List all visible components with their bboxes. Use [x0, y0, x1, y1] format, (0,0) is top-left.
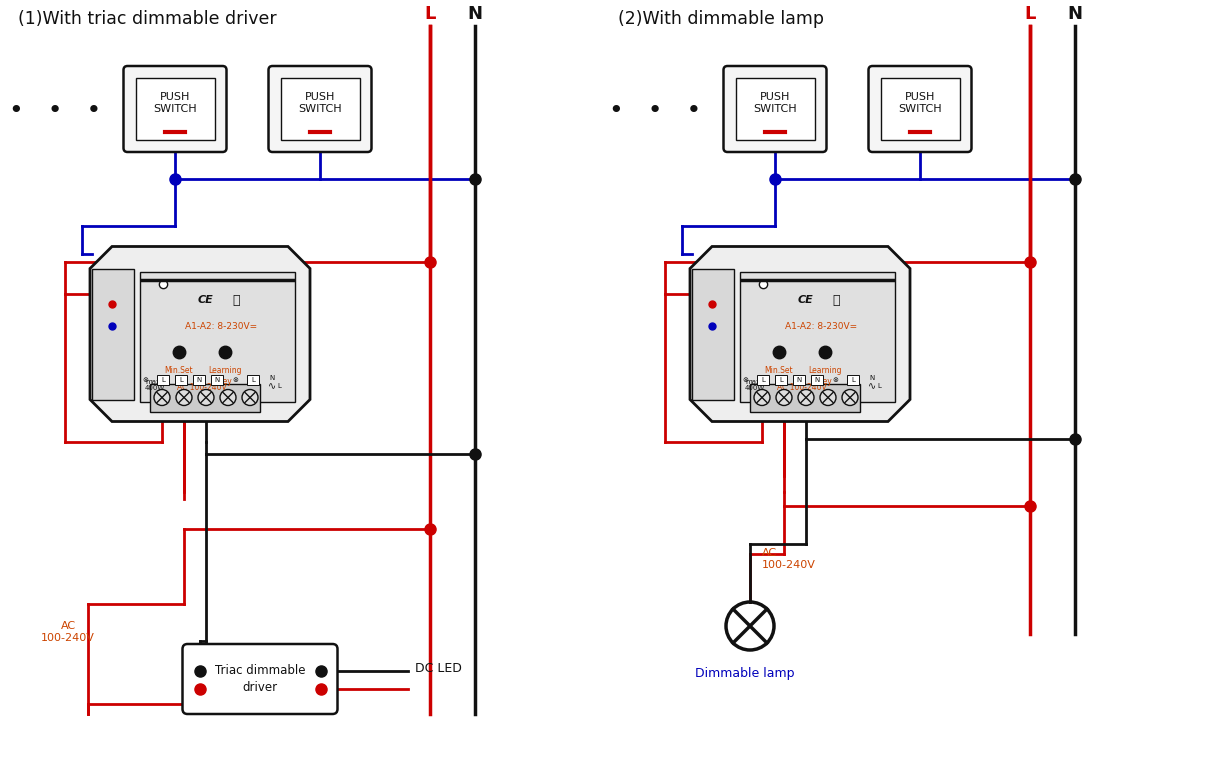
Bar [141, 272, 295, 402]
Text: PUSH
SWITCH: PUSH SWITCH [753, 92, 797, 115]
FancyBboxPatch shape [811, 375, 822, 385]
Text: A1-A2: 8-230V=: A1-A2: 8-230V= [785, 322, 857, 330]
Circle shape [798, 389, 814, 406]
Bar [281, 78, 359, 140]
Circle shape [842, 389, 858, 406]
Bar [92, 269, 134, 399]
Text: max.
400W: max. 400W [745, 378, 765, 392]
Text: PUSH
SWITCH: PUSH SWITCH [898, 92, 942, 115]
Text: L: L [1024, 5, 1036, 23]
Bar [736, 78, 815, 140]
FancyBboxPatch shape [775, 375, 787, 385]
Text: PUSH
SWITCH: PUSH SWITCH [298, 92, 342, 115]
Text: Min.Set: Min.Set [765, 366, 793, 375]
Bar [741, 272, 895, 402]
FancyBboxPatch shape [269, 66, 371, 152]
Text: ⊗: ⊗ [742, 376, 748, 382]
Text: N: N [269, 375, 275, 381]
FancyBboxPatch shape [847, 375, 859, 385]
Text: ∿: ∿ [268, 381, 276, 391]
Text: ⌛: ⌛ [232, 293, 240, 307]
Text: ⊗: ⊗ [142, 376, 148, 382]
FancyBboxPatch shape [723, 66, 826, 152]
Text: ⌛: ⌛ [832, 293, 840, 307]
Text: L: L [251, 376, 255, 382]
Text: N: N [1068, 5, 1083, 23]
Text: N: N [214, 376, 220, 382]
Text: Dimmable lamp: Dimmable lamp [695, 667, 794, 680]
FancyBboxPatch shape [156, 375, 169, 385]
Text: Min.Set: Min.Set [165, 366, 193, 375]
Text: L: L [161, 376, 165, 382]
Text: AC
100-240V: AC 100-240V [42, 622, 95, 642]
Polygon shape [690, 246, 910, 422]
Text: Learning
Key: Learning Key [209, 366, 242, 385]
Circle shape [176, 389, 192, 406]
Text: N: N [197, 376, 202, 382]
FancyBboxPatch shape [211, 375, 222, 385]
Circle shape [754, 389, 770, 406]
Text: PUSH
SWITCH: PUSH SWITCH [153, 92, 197, 115]
Text: (2)With dimmable lamp: (2)With dimmable lamp [618, 10, 824, 28]
Text: CE: CE [797, 295, 813, 305]
Text: L: L [424, 5, 436, 23]
Text: N: N [869, 375, 875, 381]
Text: AC
100-240V: AC 100-240V [763, 548, 816, 570]
Text: L: L [851, 376, 855, 382]
Text: L: L [277, 383, 282, 389]
Circle shape [776, 389, 792, 406]
Text: ∿: ∿ [868, 381, 876, 391]
Text: DC LED: DC LED [415, 663, 462, 676]
Text: L: L [761, 376, 765, 382]
Text: N: N [468, 5, 483, 23]
FancyBboxPatch shape [756, 375, 769, 385]
Text: N: N [814, 376, 820, 382]
Text: AC 100-240V: AC 100-240V [777, 382, 827, 392]
FancyBboxPatch shape [793, 375, 805, 385]
Circle shape [198, 389, 214, 406]
Text: max.
400W: max. 400W [145, 378, 165, 392]
Circle shape [820, 389, 836, 406]
Text: ⊗: ⊗ [832, 376, 838, 382]
FancyBboxPatch shape [182, 644, 337, 714]
Text: L: L [180, 376, 183, 382]
FancyBboxPatch shape [247, 375, 259, 385]
Bar [881, 78, 959, 140]
FancyBboxPatch shape [175, 375, 187, 385]
Bar [750, 383, 860, 412]
Polygon shape [90, 246, 310, 422]
Text: Triac dimmable
driver: Triac dimmable driver [215, 664, 306, 694]
Text: •   •   •: • • • [9, 99, 101, 123]
Text: A1-A2: 8-230V=: A1-A2: 8-230V= [185, 322, 257, 330]
Text: CE: CE [197, 295, 213, 305]
FancyBboxPatch shape [123, 66, 226, 152]
Circle shape [242, 389, 258, 406]
Bar [150, 383, 260, 412]
Text: L: L [780, 376, 783, 382]
Circle shape [220, 389, 236, 406]
Bar [692, 269, 734, 399]
Text: (1)With triac dimmable driver: (1)With triac dimmable driver [18, 10, 276, 28]
Text: ⊗: ⊗ [232, 376, 238, 382]
Text: N: N [797, 376, 802, 382]
Text: AC 100-240V: AC 100-240V [177, 382, 227, 392]
Text: Learning
Key: Learning Key [809, 366, 842, 385]
FancyBboxPatch shape [193, 375, 205, 385]
Circle shape [154, 389, 170, 406]
Text: •   •   •: • • • [609, 99, 701, 123]
Text: L: L [877, 383, 882, 389]
FancyBboxPatch shape [869, 66, 971, 152]
Bar [136, 78, 215, 140]
